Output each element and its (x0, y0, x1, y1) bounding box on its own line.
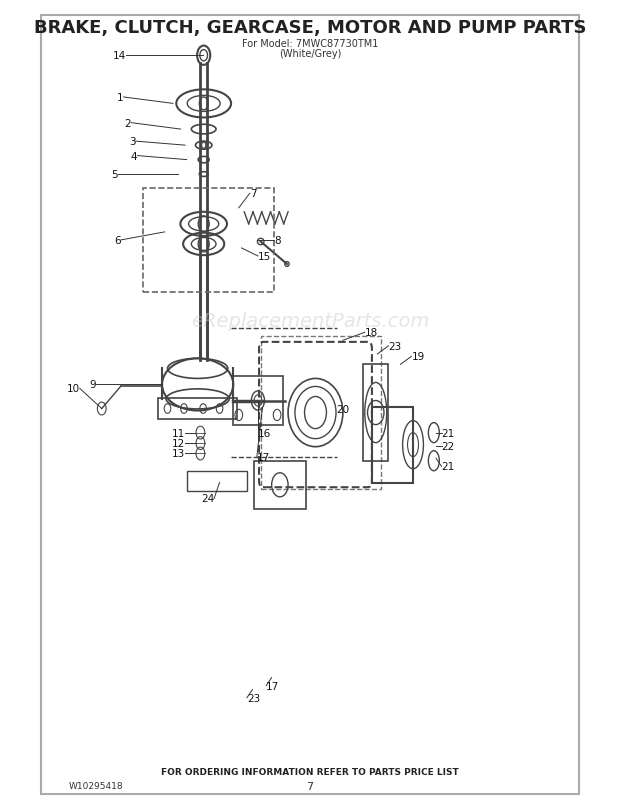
Text: 4: 4 (131, 152, 138, 161)
Text: 23: 23 (388, 342, 402, 351)
Text: 12: 12 (172, 439, 185, 448)
Text: FOR ORDERING INFORMATION REFER TO PARTS PRICE LIST: FOR ORDERING INFORMATION REFER TO PARTS … (161, 767, 459, 776)
Text: 14: 14 (113, 51, 126, 61)
Text: 1: 1 (117, 93, 123, 103)
Text: 8: 8 (275, 236, 281, 245)
Text: 20: 20 (336, 404, 350, 414)
Text: 7: 7 (250, 189, 256, 199)
Text: 18: 18 (365, 328, 378, 338)
Bar (158, 399, 237, 419)
Text: 3: 3 (129, 137, 136, 147)
Text: W10295418: W10295418 (69, 781, 123, 791)
Bar (363, 365, 388, 461)
Text: 2: 2 (125, 119, 131, 128)
Text: 21: 21 (441, 428, 454, 438)
Text: 24: 24 (201, 494, 214, 504)
Text: 5: 5 (112, 170, 118, 180)
Text: 10: 10 (67, 384, 80, 394)
Text: 16: 16 (258, 428, 271, 438)
Text: 11: 11 (172, 428, 185, 438)
Text: 19: 19 (412, 352, 425, 362)
Bar (233, 377, 283, 425)
Text: 22: 22 (441, 442, 454, 452)
Bar (187, 471, 247, 491)
Text: 9: 9 (90, 380, 96, 390)
Text: 23: 23 (247, 693, 260, 703)
Text: 13: 13 (172, 449, 185, 459)
Text: 17: 17 (257, 452, 270, 462)
Text: eReplacementParts.com: eReplacementParts.com (191, 311, 429, 330)
Text: 15: 15 (258, 252, 271, 261)
Text: BRAKE, CLUTCH, GEARCASE, MOTOR AND PUMP PARTS: BRAKE, CLUTCH, GEARCASE, MOTOR AND PUMP … (33, 19, 587, 37)
Text: 6: 6 (114, 236, 121, 245)
Bar (254, 461, 306, 509)
Text: (White/Grey): (White/Grey) (279, 49, 341, 59)
Text: 17: 17 (266, 681, 280, 691)
Bar (371, 407, 413, 483)
Text: 7: 7 (306, 781, 314, 791)
Text: For Model: 7MWC87730TM1: For Model: 7MWC87730TM1 (242, 39, 378, 49)
Text: 21: 21 (441, 462, 454, 472)
